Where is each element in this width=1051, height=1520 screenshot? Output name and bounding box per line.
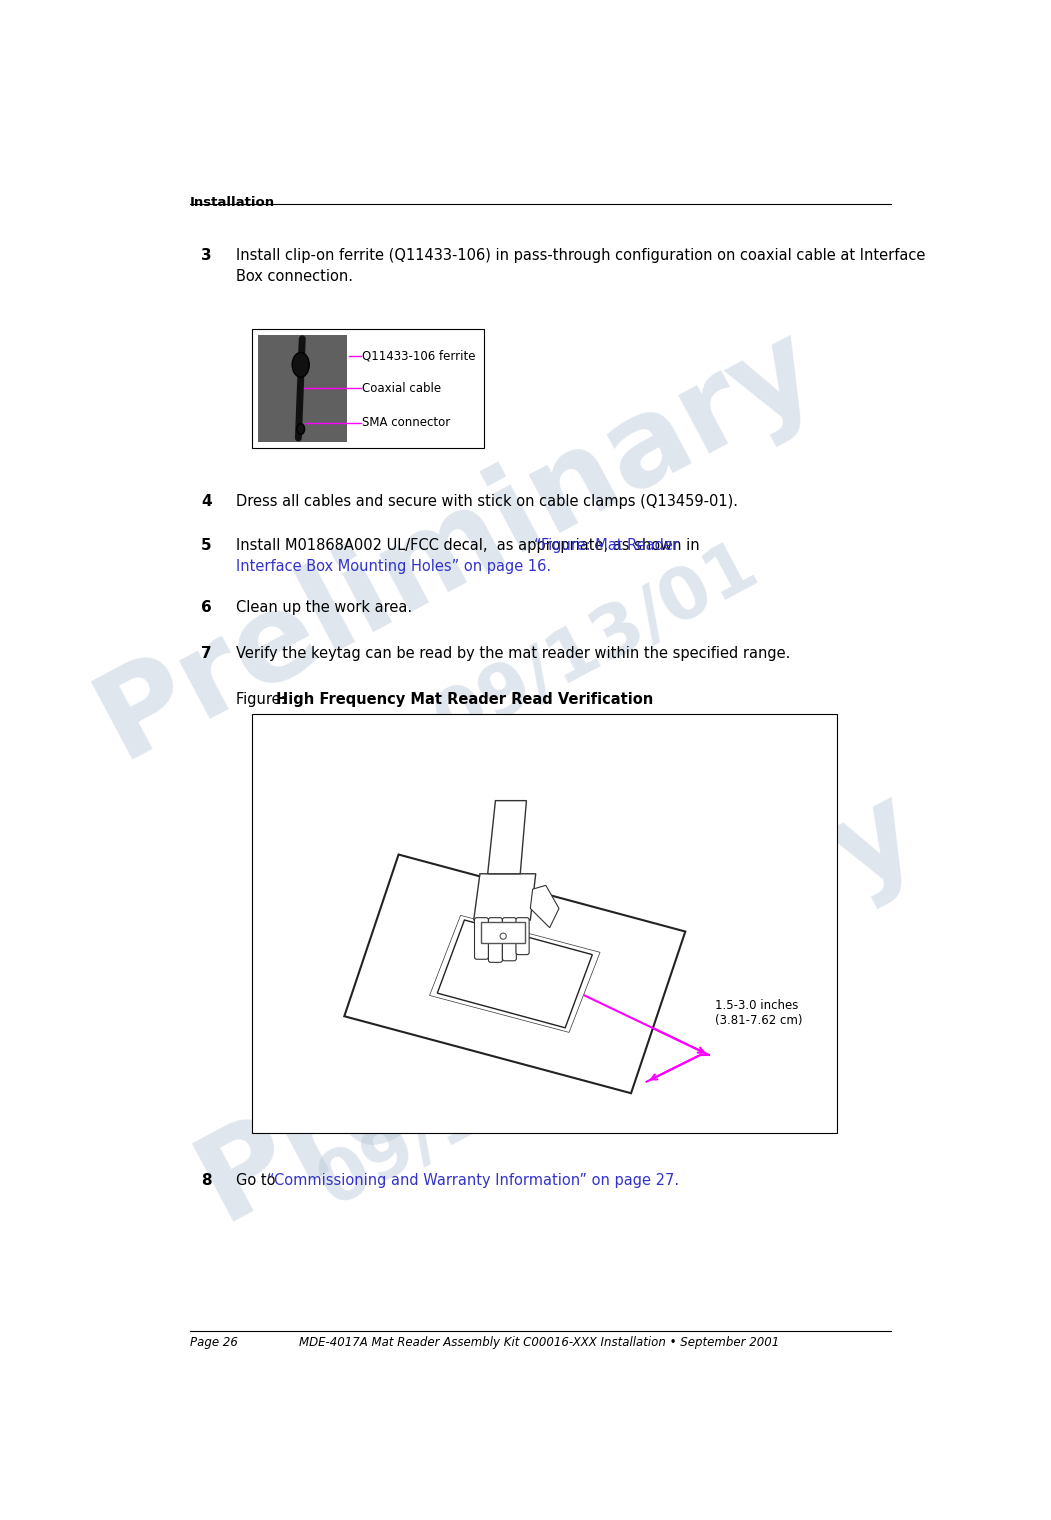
Text: “Figure: Mat Reader: “Figure: Mat Reader (534, 538, 679, 553)
Text: 5: 5 (201, 538, 211, 553)
Text: Clean up the work area.: Clean up the work area. (236, 600, 412, 614)
Text: Verify the keytag can be read by the mat reader within the specified range.: Verify the keytag can be read by the mat… (236, 646, 790, 661)
FancyBboxPatch shape (474, 918, 489, 959)
Text: Installation: Installation (189, 196, 274, 210)
Text: Page 26: Page 26 (189, 1336, 238, 1348)
FancyBboxPatch shape (516, 918, 529, 955)
Circle shape (500, 933, 507, 939)
Text: Box connection.: Box connection. (236, 269, 353, 284)
Text: Dress all cables and secure with stick on cable clamps (Q13459-01).: Dress all cables and secure with stick o… (236, 494, 738, 509)
Polygon shape (481, 923, 524, 942)
Polygon shape (488, 801, 527, 874)
Text: Install M01868A002 UL/FCC decal,  as appropriate, as shown in: Install M01868A002 UL/FCC decal, as appr… (236, 538, 704, 553)
Text: Go to: Go to (236, 1173, 281, 1189)
Bar (251, 714, 837, 1134)
Text: 3: 3 (201, 248, 211, 263)
Polygon shape (531, 885, 559, 927)
Ellipse shape (292, 353, 309, 377)
Text: Install clip-on ferrite (Q11433-106) in pass-through configuration on coaxial ca: Install clip-on ferrite (Q11433-106) in … (236, 248, 925, 263)
Text: Preliminary: Preliminary (179, 768, 936, 1245)
FancyBboxPatch shape (489, 918, 502, 962)
Bar (251, 328, 485, 448)
Text: High Frequency Mat Reader Read Verification: High Frequency Mat Reader Read Verificat… (276, 692, 654, 707)
Text: MDE-4017A Mat Reader Assembly Kit C00016-XXX Installation • September 2001: MDE-4017A Mat Reader Assembly Kit C00016… (298, 1336, 779, 1348)
Polygon shape (437, 920, 593, 1028)
Text: Q11433-106 ferrite: Q11433-106 ferrite (363, 350, 476, 363)
Text: 1.5-3.0 inches
(3.81-7.62 cm): 1.5-3.0 inches (3.81-7.62 cm) (715, 999, 802, 1028)
Text: Preliminary: Preliminary (78, 306, 836, 783)
Bar (257, 334, 347, 442)
Text: 6: 6 (201, 600, 212, 614)
Polygon shape (345, 854, 685, 1093)
Text: 09/13/01: 09/13/01 (424, 530, 769, 758)
Text: 4: 4 (201, 494, 211, 509)
FancyBboxPatch shape (502, 918, 516, 961)
Text: Interface Box Mounting Holes” on page 16.: Interface Box Mounting Holes” on page 16… (236, 559, 551, 575)
Ellipse shape (296, 424, 305, 435)
Text: 09/13/01: 09/13/01 (307, 993, 653, 1221)
Text: Coaxial cable: Coaxial cable (363, 382, 441, 395)
Text: 7: 7 (201, 646, 211, 661)
Text: 8: 8 (201, 1173, 211, 1189)
Text: “Commissioning and Warranty Information” on page 27.: “Commissioning and Warranty Information”… (267, 1173, 679, 1189)
Polygon shape (474, 874, 536, 920)
Text: SMA connector: SMA connector (363, 416, 451, 429)
Text: Figure:: Figure: (236, 692, 290, 707)
